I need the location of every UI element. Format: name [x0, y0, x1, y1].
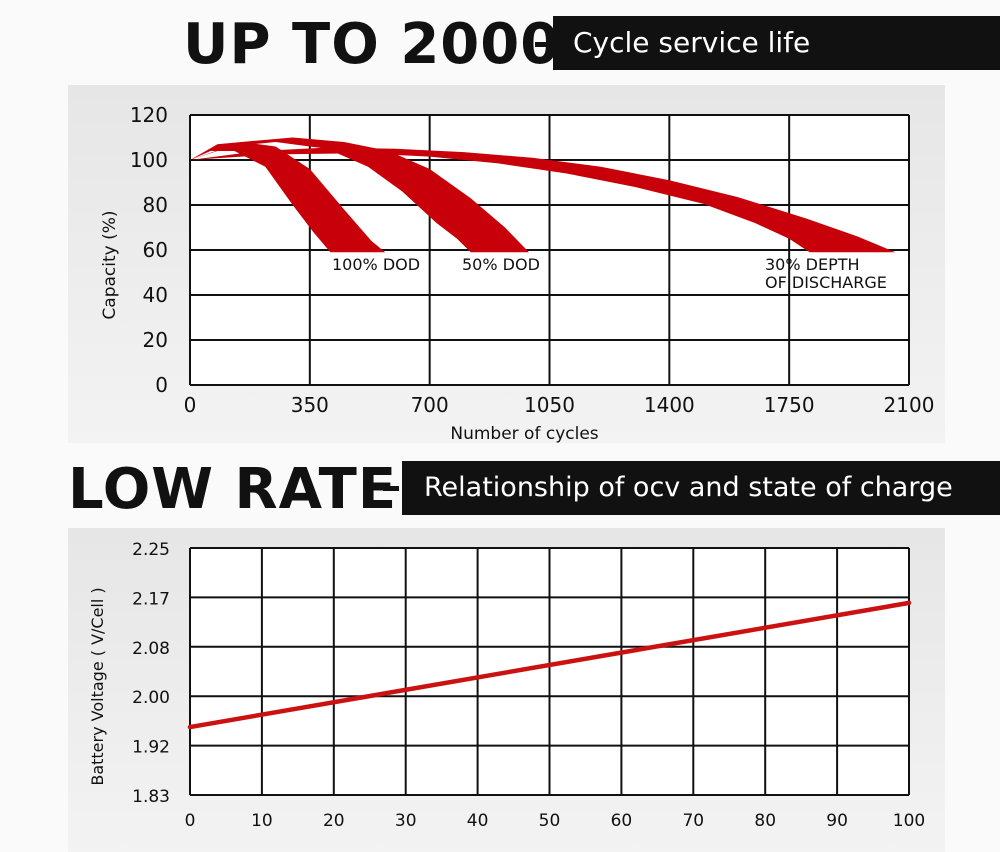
- cycle-life-dash: [535, 42, 551, 47]
- low-rate-banner: Relationship of ocv and state of charge: [402, 461, 1000, 515]
- ocv-chart-panel: [68, 528, 945, 852]
- cycle-life-banner: Cycle service life: [553, 16, 1000, 70]
- cycle-life-chart-panel: [68, 85, 945, 443]
- low-rate-headline: LOW RATE: [68, 457, 398, 522]
- cycle-life-headline: UP TO 2000: [183, 12, 561, 77]
- low-rate-dash: [383, 486, 399, 491]
